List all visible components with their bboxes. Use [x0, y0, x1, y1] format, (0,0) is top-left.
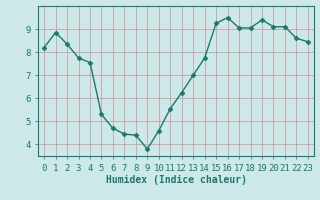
X-axis label: Humidex (Indice chaleur): Humidex (Indice chaleur) — [106, 175, 246, 185]
